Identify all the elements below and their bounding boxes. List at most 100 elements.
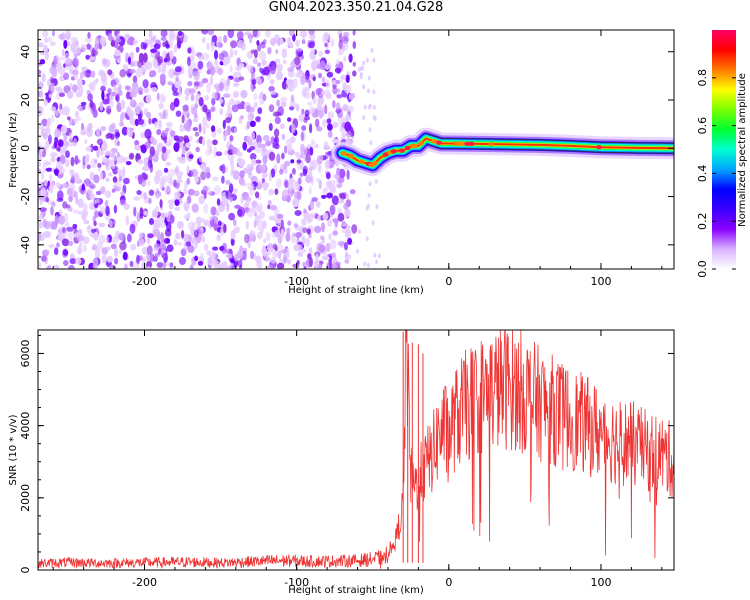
noise-speckle — [99, 36, 106, 46]
noise-speckle — [244, 196, 252, 202]
noise-speckle — [165, 127, 169, 132]
noise-speckle — [133, 206, 137, 217]
noise-speckle — [280, 249, 288, 254]
noise-speckle — [85, 146, 92, 152]
noise-speckle — [56, 147, 61, 152]
noise-speckle — [111, 164, 116, 170]
noise-speckle — [173, 239, 178, 246]
noise-speckle — [137, 159, 144, 165]
ridge-peak — [411, 143, 418, 149]
noise-speckle — [226, 77, 231, 87]
colorbar-tick-label: 0.4 — [696, 165, 709, 183]
noise-speckle — [320, 235, 325, 241]
noise-speckle — [233, 127, 238, 133]
noise-speckle — [259, 99, 265, 105]
noise-speckle — [38, 124, 45, 130]
noise-speckle — [324, 159, 330, 170]
noise-speckle — [204, 95, 209, 101]
noise-speckle — [268, 85, 275, 92]
noise-speckle — [363, 261, 367, 267]
noise-speckle — [344, 208, 351, 217]
noise-speckle — [125, 215, 130, 226]
noise-speckle — [96, 127, 100, 138]
noise-speckle — [125, 91, 131, 100]
noise-speckle — [109, 153, 116, 158]
noise-speckle — [181, 114, 185, 124]
noise-speckle — [253, 49, 258, 59]
noise-speckle — [87, 225, 92, 230]
noise-speckle — [48, 93, 52, 99]
noise-speckle — [294, 56, 301, 66]
noise-speckle — [142, 79, 149, 89]
noise-speckle — [257, 141, 262, 148]
noise-speckle — [352, 61, 356, 67]
noise-speckle — [96, 241, 103, 251]
noise-speckle — [216, 234, 221, 242]
noise-speckle — [205, 173, 211, 179]
noise-speckle — [262, 93, 267, 102]
noise-speckle — [345, 113, 350, 122]
noise-speckle — [115, 95, 119, 101]
noise-speckle — [174, 66, 182, 73]
noise-speckle — [209, 67, 216, 75]
noise-speckle — [149, 218, 154, 225]
noise-speckle — [244, 233, 250, 244]
noise-speckle — [308, 79, 312, 89]
y-tick-label: -40 — [19, 236, 32, 254]
noise-speckle — [139, 101, 145, 108]
noise-speckle — [121, 111, 126, 120]
noise-speckle — [305, 154, 311, 164]
noise-speckle — [214, 59, 219, 66]
noise-speckle — [38, 42, 44, 48]
noise-speckle — [139, 110, 143, 119]
noise-speckle — [301, 248, 306, 253]
noise-speckle — [345, 193, 350, 200]
snr-ylabel: SNR (10 * v/v) — [8, 414, 19, 485]
noise-speckle — [216, 127, 222, 134]
noise-speckle — [183, 34, 188, 43]
noise-speckle — [206, 82, 211, 94]
noise-speckle — [38, 106, 44, 116]
noise-speckle — [321, 77, 325, 83]
noise-speckle — [93, 210, 100, 218]
noise-speckle — [61, 144, 67, 154]
noise-speckle — [43, 230, 51, 238]
colorbar: 0.0 0.2 0.4 0.6 0.8 Normalized spectral ampl… — [696, 30, 748, 278]
noise-speckle — [225, 128, 229, 137]
noise-speckle — [119, 199, 127, 206]
noise-speckle — [323, 89, 331, 96]
noise-speckle — [169, 130, 176, 138]
noise-speckle — [273, 128, 280, 138]
noise-speckle — [218, 82, 224, 92]
noise-speckle — [206, 138, 213, 149]
noise-speckle — [357, 66, 361, 72]
noise-speckle — [104, 200, 109, 208]
noise-speckle — [110, 243, 117, 250]
noise-speckle — [195, 216, 202, 225]
noise-speckle — [143, 210, 148, 216]
noise-speckle — [221, 249, 228, 254]
noise-speckle — [251, 158, 256, 167]
noise-speckle — [311, 197, 319, 202]
noise-speckle — [201, 236, 206, 243]
noise-speckle — [253, 220, 257, 228]
noise-speckle — [279, 123, 285, 130]
noise-speckle — [93, 174, 100, 184]
noise-speckle — [296, 159, 302, 164]
noise-speckle — [112, 176, 118, 183]
noise-speckle — [104, 190, 112, 199]
noise-speckle — [119, 241, 127, 251]
noise-speckle — [150, 135, 155, 143]
ridge-peak — [596, 145, 602, 150]
noise-speckle — [294, 151, 300, 156]
noise-speckle — [110, 91, 117, 97]
noise-speckle — [269, 90, 277, 95]
noise-speckle — [318, 72, 322, 79]
noise-speckle — [301, 235, 306, 246]
noise-speckle — [302, 261, 306, 268]
noise-speckle — [61, 183, 70, 189]
noise-speckle — [298, 177, 302, 185]
noise-speckle — [82, 245, 88, 252]
noise-speckle — [191, 107, 197, 115]
